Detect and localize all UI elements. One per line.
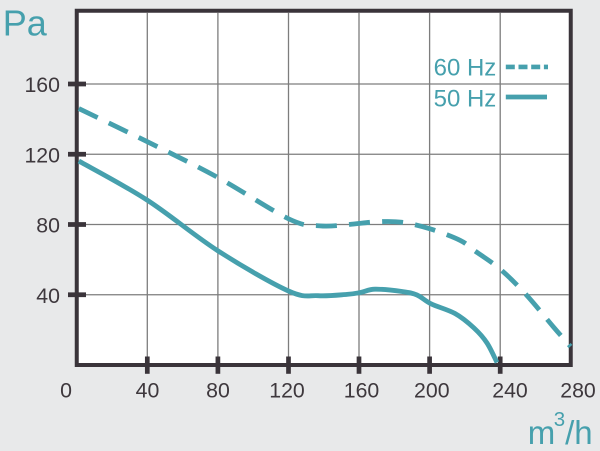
svg-text:120: 120 <box>24 144 60 168</box>
svg-text:0: 0 <box>60 379 72 403</box>
svg-text:50 Hz: 50 Hz <box>434 86 497 113</box>
svg-text:Pa: Pa <box>3 3 48 44</box>
svg-text:40: 40 <box>36 284 60 308</box>
svg-text:80: 80 <box>206 379 230 403</box>
svg-text:120: 120 <box>269 379 305 403</box>
svg-text:160: 160 <box>344 379 380 403</box>
svg-text:40: 40 <box>136 379 160 403</box>
svg-text:200: 200 <box>414 379 450 403</box>
svg-text:80: 80 <box>36 214 60 238</box>
svg-text:60 Hz: 60 Hz <box>434 54 497 81</box>
svg-text:160: 160 <box>24 73 60 97</box>
svg-text:240: 240 <box>492 379 528 403</box>
svg-text:280: 280 <box>560 379 596 403</box>
